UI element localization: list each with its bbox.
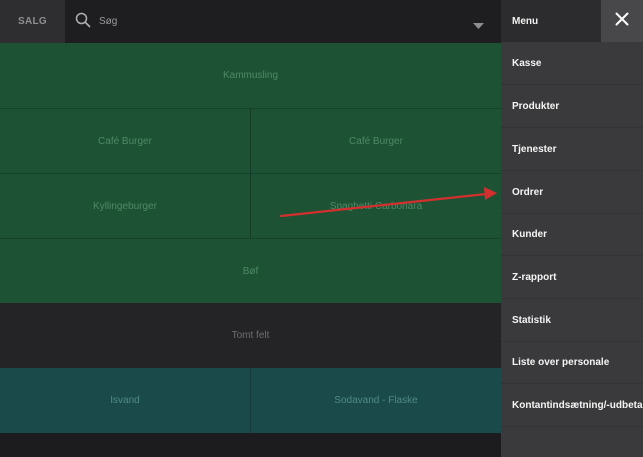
side-menu: Menu Kasse Produkter Tjenester Ordrer Ku… [501,0,643,457]
product-tile[interactable]: Isvand [0,368,250,433]
menu-item-kontant[interactable]: Kontantindsætning/-udbetaling [501,384,643,427]
menu-item-tjenester[interactable]: Tjenester [501,128,643,171]
product-tile[interactable]: Bøf [0,239,501,303]
empty-tile[interactable]: Tomt felt [0,303,501,368]
divider [0,173,501,174]
product-tile[interactable]: Kammusling [0,43,501,108]
close-button[interactable] [601,0,643,42]
product-tile[interactable]: Café Burger [250,109,501,173]
product-tile[interactable]: Kyllingeburger [0,174,250,238]
menu-item-produkter[interactable]: Produkter [501,85,643,128]
menu-item-kunder[interactable]: Kunder [501,213,643,256]
divider [0,238,501,239]
menu-item-personale[interactable]: Liste over personale [501,341,643,384]
menu-item-statistik[interactable]: Statistik [501,299,643,342]
tab-salg[interactable]: SALG [0,0,65,43]
search-input[interactable] [99,14,459,28]
menu-item-z-rapport[interactable]: Z-rapport [501,256,643,299]
product-tile[interactable]: Spaghetti Carbonara [250,174,501,238]
search-icon [75,12,91,28]
chevron-down-icon[interactable] [473,17,484,29]
top-bar: SALG [0,0,501,43]
menu-item-kasse[interactable]: Kasse [501,42,643,85]
product-tile[interactable]: Café Burger [0,109,250,173]
divider [0,108,501,109]
menu-title: Menu [501,0,601,42]
close-icon [615,12,629,31]
menu-item-ordrer[interactable]: Ordrer [501,171,643,214]
product-tile[interactable]: Sodavand - Flaske [250,368,501,433]
